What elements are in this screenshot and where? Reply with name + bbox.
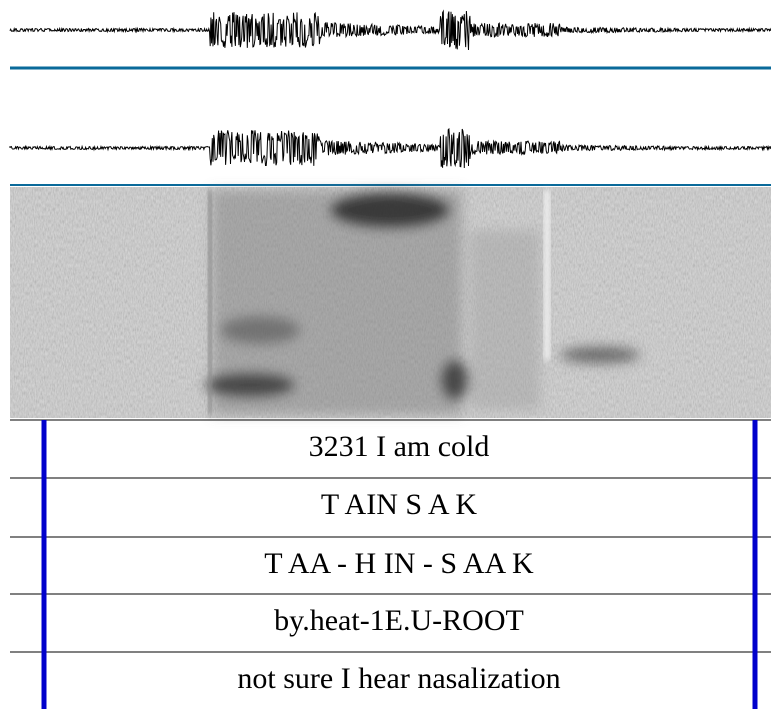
tier-label[interactable]: T AA - H IN - S AA K: [264, 547, 534, 580]
tier-label[interactable]: T AIN S A K: [321, 488, 477, 521]
spectrogram: [10, 187, 771, 418]
spectrogram-onset: [208, 190, 212, 415]
page: 3231 I am cold T AIN S A K T AA - H IN -…: [0, 0, 771, 709]
tier-label[interactable]: 3231 I am cold: [309, 430, 490, 463]
tier-label[interactable]: by.heat-1E.U-ROOT: [274, 604, 524, 637]
tier-label[interactable]: not sure I hear nasalization: [237, 662, 560, 695]
spectrogram-burst: [544, 190, 550, 360]
editor-view: 3231 I am cold T AIN S A K T AA - H IN -…: [0, 0, 771, 709]
